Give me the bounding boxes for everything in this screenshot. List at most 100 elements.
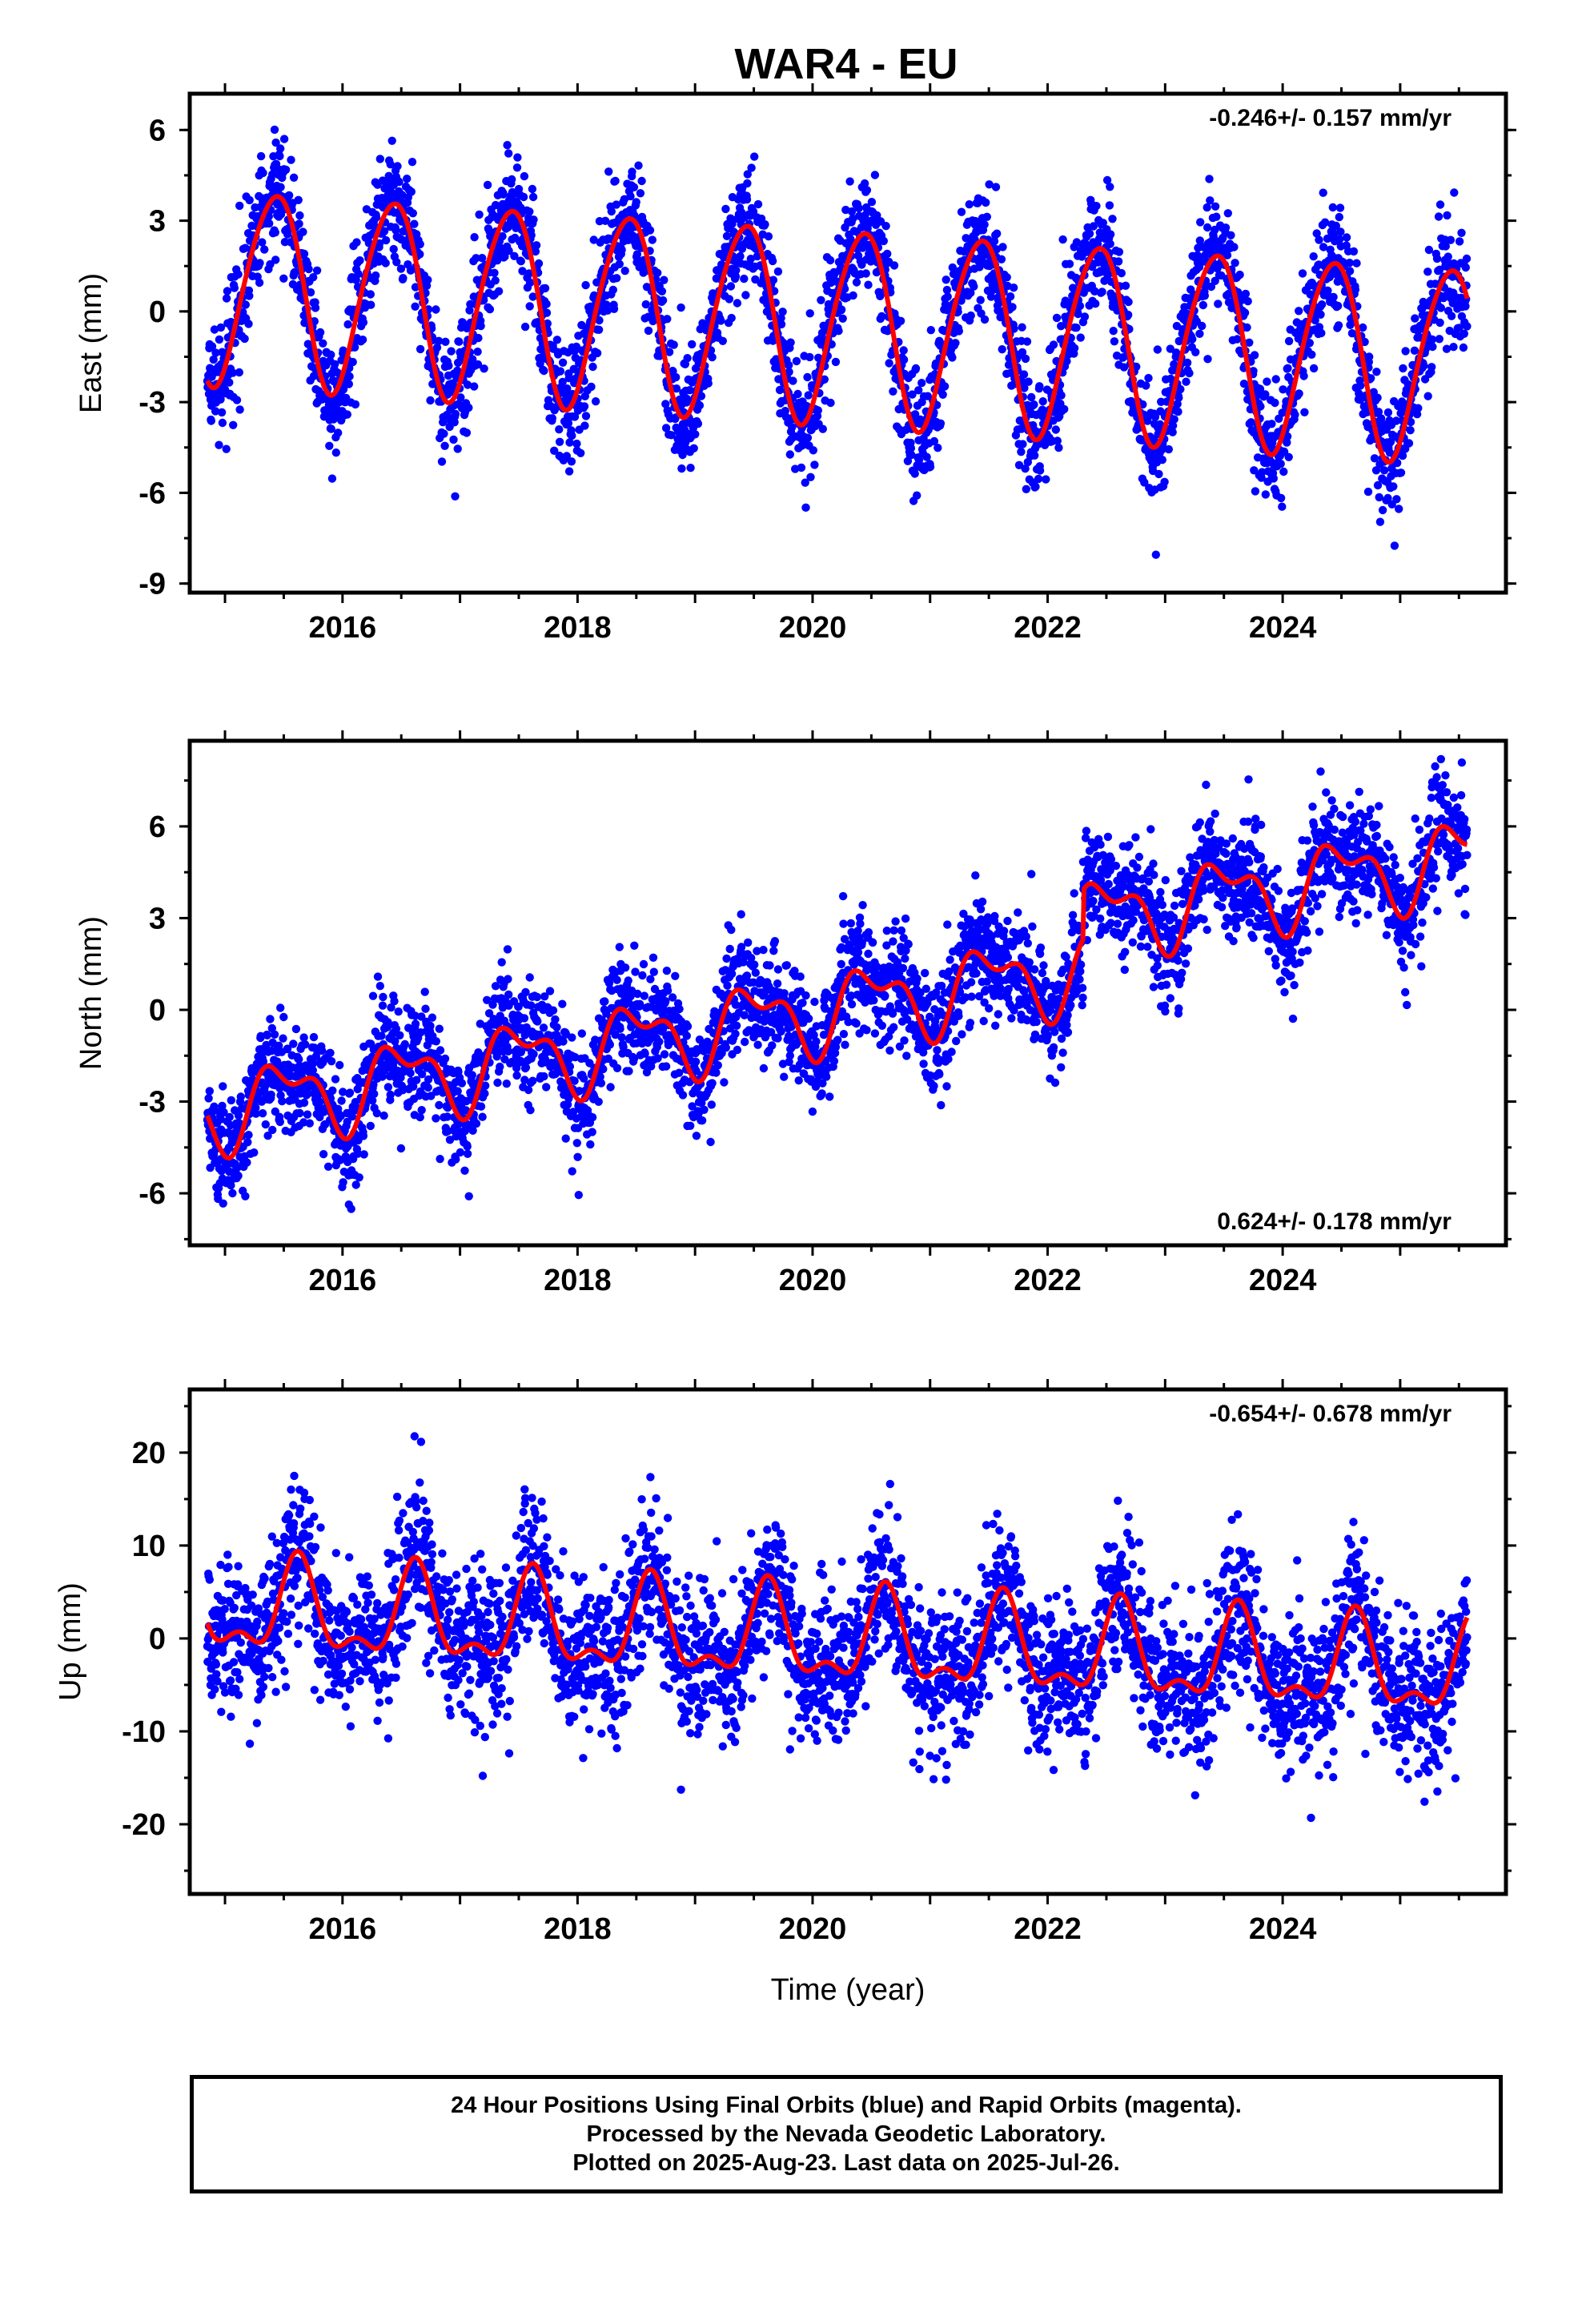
data-point xyxy=(260,245,269,254)
data-point xyxy=(852,278,861,287)
data-point xyxy=(1450,188,1459,197)
y-tick-label: 3 xyxy=(149,205,166,239)
y-tick-label: -9 xyxy=(139,568,166,601)
data-point xyxy=(386,1090,395,1100)
data-point xyxy=(312,266,322,275)
data-point xyxy=(786,338,795,347)
data-point xyxy=(732,266,741,275)
data-point xyxy=(617,1033,626,1042)
data-point xyxy=(1085,229,1094,238)
data-point xyxy=(228,368,237,377)
data-point xyxy=(1295,389,1303,398)
data-point xyxy=(1052,313,1062,323)
data-point xyxy=(267,1090,275,1100)
data-point xyxy=(573,1152,582,1162)
data-point xyxy=(594,1097,603,1107)
data-point xyxy=(255,278,264,287)
data-point xyxy=(1276,493,1286,503)
data-point xyxy=(688,340,697,349)
data-point xyxy=(1424,245,1434,255)
data-point xyxy=(943,292,952,301)
data-point xyxy=(1114,247,1124,256)
data-point xyxy=(273,1057,282,1066)
data-point xyxy=(555,425,564,434)
data-point xyxy=(1231,259,1239,267)
data-point xyxy=(879,236,889,246)
data-point xyxy=(1278,502,1287,511)
data-point xyxy=(256,151,266,161)
data-point xyxy=(480,1089,489,1098)
data-point xyxy=(1300,408,1309,416)
data-point xyxy=(337,1096,346,1105)
data-point xyxy=(1109,327,1118,336)
data-point xyxy=(243,1158,251,1167)
data-point xyxy=(660,275,669,284)
data-point xyxy=(805,309,814,318)
data-point xyxy=(778,308,787,316)
data-point xyxy=(588,362,597,372)
data-point xyxy=(552,336,562,344)
data-point xyxy=(295,1108,304,1118)
data-point xyxy=(1227,231,1235,239)
data-point xyxy=(1195,329,1204,338)
data-point xyxy=(534,259,544,268)
data-point xyxy=(581,412,591,420)
data-point xyxy=(993,229,1002,238)
data-point xyxy=(227,1096,235,1105)
data-point xyxy=(608,285,617,295)
data-point xyxy=(885,359,893,368)
data-point xyxy=(581,280,590,290)
data-point xyxy=(207,342,217,351)
data-point xyxy=(1251,487,1260,496)
data-point xyxy=(1205,175,1214,183)
data-point xyxy=(232,396,242,404)
data-point xyxy=(347,1204,355,1213)
data-point xyxy=(607,207,616,216)
data-point xyxy=(1315,235,1323,244)
data-point xyxy=(556,367,565,376)
data-point xyxy=(718,336,727,345)
data-point xyxy=(1263,377,1271,386)
data-point xyxy=(592,348,602,358)
data-point xyxy=(532,241,541,250)
data-point xyxy=(910,469,919,478)
data-point xyxy=(399,274,408,283)
data-point xyxy=(1031,482,1040,491)
data-point xyxy=(834,327,843,336)
data-point xyxy=(1256,402,1265,411)
data-point xyxy=(911,364,921,373)
data-point xyxy=(217,408,227,417)
data-point xyxy=(235,405,244,414)
data-point xyxy=(358,336,367,344)
data-point xyxy=(1284,452,1293,461)
data-point xyxy=(1042,475,1050,484)
data-point xyxy=(440,429,448,438)
data-point xyxy=(1098,287,1106,296)
data-point xyxy=(740,274,749,283)
data-point xyxy=(580,421,589,430)
data-point xyxy=(1058,235,1067,244)
data-point xyxy=(567,457,576,466)
data-point xyxy=(1105,201,1114,210)
data-point xyxy=(359,1132,368,1140)
data-point xyxy=(279,1012,288,1022)
data-point xyxy=(236,1092,245,1101)
data-point xyxy=(1435,318,1444,328)
data-point xyxy=(616,1024,624,1033)
data-point xyxy=(1383,408,1393,417)
data-point xyxy=(261,1120,270,1129)
data-point xyxy=(785,450,794,459)
data-point xyxy=(485,305,495,314)
data-point xyxy=(818,424,827,433)
east-y-axis-label: East (mm) xyxy=(74,273,108,413)
data-point xyxy=(672,372,681,382)
data-point xyxy=(1110,337,1119,346)
data-point xyxy=(295,219,303,228)
data-point xyxy=(1269,474,1279,483)
data-point xyxy=(435,1024,444,1033)
data-point xyxy=(1054,443,1063,452)
data-point xyxy=(218,418,227,428)
data-point xyxy=(600,997,609,1006)
data-point xyxy=(695,401,705,410)
data-point xyxy=(540,283,550,293)
